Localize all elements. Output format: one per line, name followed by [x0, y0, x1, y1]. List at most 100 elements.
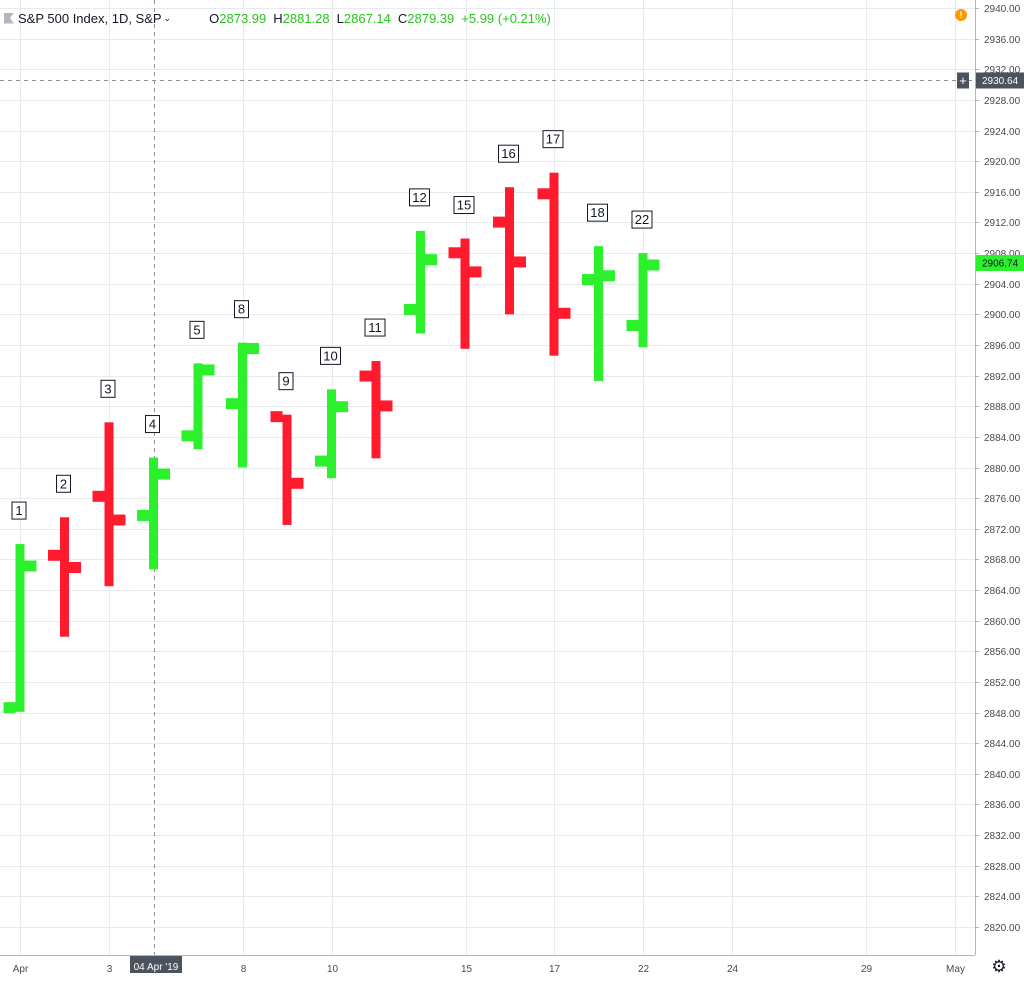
bar-label: 11 [368, 320, 382, 335]
bar-high-low[interactable] [594, 246, 603, 381]
bar-open-tick[interactable] [582, 274, 594, 286]
bar-open-tick[interactable] [626, 320, 639, 332]
bar-high-low[interactable] [505, 187, 514, 315]
bar-high-low[interactable] [549, 172, 559, 356]
bar-high-low[interactable] [104, 422, 114, 587]
bar-open-tick[interactable] [181, 430, 194, 442]
ohlc-bar[interactable] [493, 187, 526, 315]
bar-label-box [409, 188, 430, 207]
ohlc-bar[interactable] [359, 361, 393, 459]
time-tick-label: 24 [727, 964, 739, 975]
bar-high-low[interactable] [15, 544, 25, 712]
ohlc-bar[interactable] [181, 363, 215, 450]
bar-label: 16 [501, 146, 515, 161]
bar-high-low[interactable] [460, 238, 470, 349]
symbol-legend: S&P 500 Index, 1D, S&P ⌄ O 2873.99 H 288… [4, 8, 551, 28]
bar-label-box [278, 372, 294, 391]
bar-high-low[interactable] [638, 253, 648, 348]
crosshair-plus-button[interactable] [957, 72, 969, 89]
bar-label-box [189, 320, 205, 339]
bar-close-tick[interactable] [158, 468, 170, 480]
bar-close-tick[interactable] [113, 514, 126, 526]
price-tick-label: 2904.00 [984, 280, 1021, 291]
bar-label: 22 [635, 212, 649, 227]
bar-open-tick[interactable] [3, 702, 16, 714]
ohlc-bar[interactable] [226, 342, 259, 468]
bar-label: 12 [412, 190, 426, 205]
bar-open-tick[interactable] [448, 247, 461, 259]
bar-open-tick[interactable] [92, 490, 105, 502]
ohlc-bar[interactable] [315, 389, 348, 479]
bar-high-low[interactable] [327, 389, 336, 479]
ohlc-bar[interactable] [3, 544, 37, 714]
gear-icon[interactable]: ⚙ [991, 957, 1007, 976]
price-tick-label: 2928.00 [984, 96, 1021, 107]
bar-label: 15 [457, 198, 471, 213]
bar-high-low[interactable] [149, 457, 158, 570]
plus-icon[interactable]: + [959, 73, 967, 88]
ohlc-bar[interactable] [626, 253, 660, 348]
bar-high-low[interactable] [193, 363, 203, 450]
bar-high-low[interactable] [60, 517, 69, 637]
bar-close-tick[interactable] [380, 400, 393, 412]
bar-label: 10 [323, 348, 337, 363]
bar-close-tick[interactable] [603, 270, 615, 282]
bar-label: 18 [590, 205, 604, 220]
bar-open-tick[interactable] [359, 370, 372, 382]
bar-open-tick[interactable] [137, 509, 149, 521]
bar-close-tick[interactable] [469, 266, 482, 278]
chevron-down-icon[interactable]: ⌄ [163, 12, 172, 23]
bar-close-tick[interactable] [69, 562, 81, 574]
price-tick-label: 2924.00 [984, 127, 1021, 138]
ohlc-bar[interactable] [270, 411, 304, 525]
bar-high-low[interactable] [282, 414, 292, 525]
low-label: L [336, 10, 344, 26]
bar-high-low[interactable] [238, 342, 247, 468]
bar-label: 3 [104, 381, 111, 396]
bar-label-box [320, 346, 341, 365]
bar-close-tick[interactable] [202, 364, 215, 376]
bar-open-tick[interactable] [270, 411, 283, 423]
bar-close-tick[interactable] [425, 254, 437, 266]
crosshair-time-badge [130, 956, 182, 973]
ohlc-bar[interactable] [582, 246, 615, 381]
price-tick-label: 2936.00 [984, 35, 1021, 46]
bar-close-tick[interactable] [514, 256, 526, 268]
ohlc-bar[interactable] [92, 422, 126, 587]
price-tick-label: 2844.00 [984, 739, 1021, 750]
price-tick-label: 2836.00 [984, 800, 1021, 811]
ohlc-bar[interactable] [448, 238, 482, 349]
bar-open-tick[interactable] [48, 549, 60, 561]
price-tick-label: 2932.00 [984, 65, 1021, 76]
alert-icon[interactable]: ! [955, 9, 967, 21]
price-bars[interactable] [3, 172, 660, 714]
bar-open-tick[interactable] [493, 216, 505, 228]
time-tick-label: 29 [861, 964, 873, 975]
bar-close-tick[interactable] [247, 342, 259, 354]
bar-open-tick[interactable] [537, 188, 550, 200]
bar-open-tick[interactable] [404, 303, 416, 315]
price-tick-label: 2860.00 [984, 617, 1021, 628]
bar-open-tick[interactable] [315, 455, 327, 467]
bar-close-tick[interactable] [291, 477, 304, 489]
bar-high-low[interactable] [416, 230, 425, 334]
time-tick-label: 10 [327, 964, 339, 975]
ohlc-bar[interactable] [537, 172, 571, 356]
bar-close-tick[interactable] [558, 307, 571, 319]
bar-close-tick[interactable] [24, 560, 37, 572]
flag-icon [4, 12, 14, 24]
ohlc-bar[interactable] [137, 457, 170, 570]
bar-close-tick[interactable] [647, 259, 660, 271]
bar-open-tick[interactable] [226, 398, 238, 410]
bar-high-low[interactable] [371, 361, 381, 459]
bar-close-tick[interactable] [336, 401, 348, 413]
symbol-title[interactable]: S&P 500 Index, 1D, S&P [18, 10, 162, 26]
time-axis[interactable]: Apr 3 8 10 15 17 22 24 29 May 04 Apr '19 [0, 955, 1024, 981]
price-axis[interactable]: 2820.00 2824.00 2828.00 2832.00 2836.00 2840.… [957, 0, 1024, 955]
ohlc-bar[interactable] [48, 517, 81, 637]
ohlc-bar[interactable] [404, 230, 437, 334]
bar-label: 17 [546, 132, 560, 147]
last-price-badge [976, 255, 1024, 271]
